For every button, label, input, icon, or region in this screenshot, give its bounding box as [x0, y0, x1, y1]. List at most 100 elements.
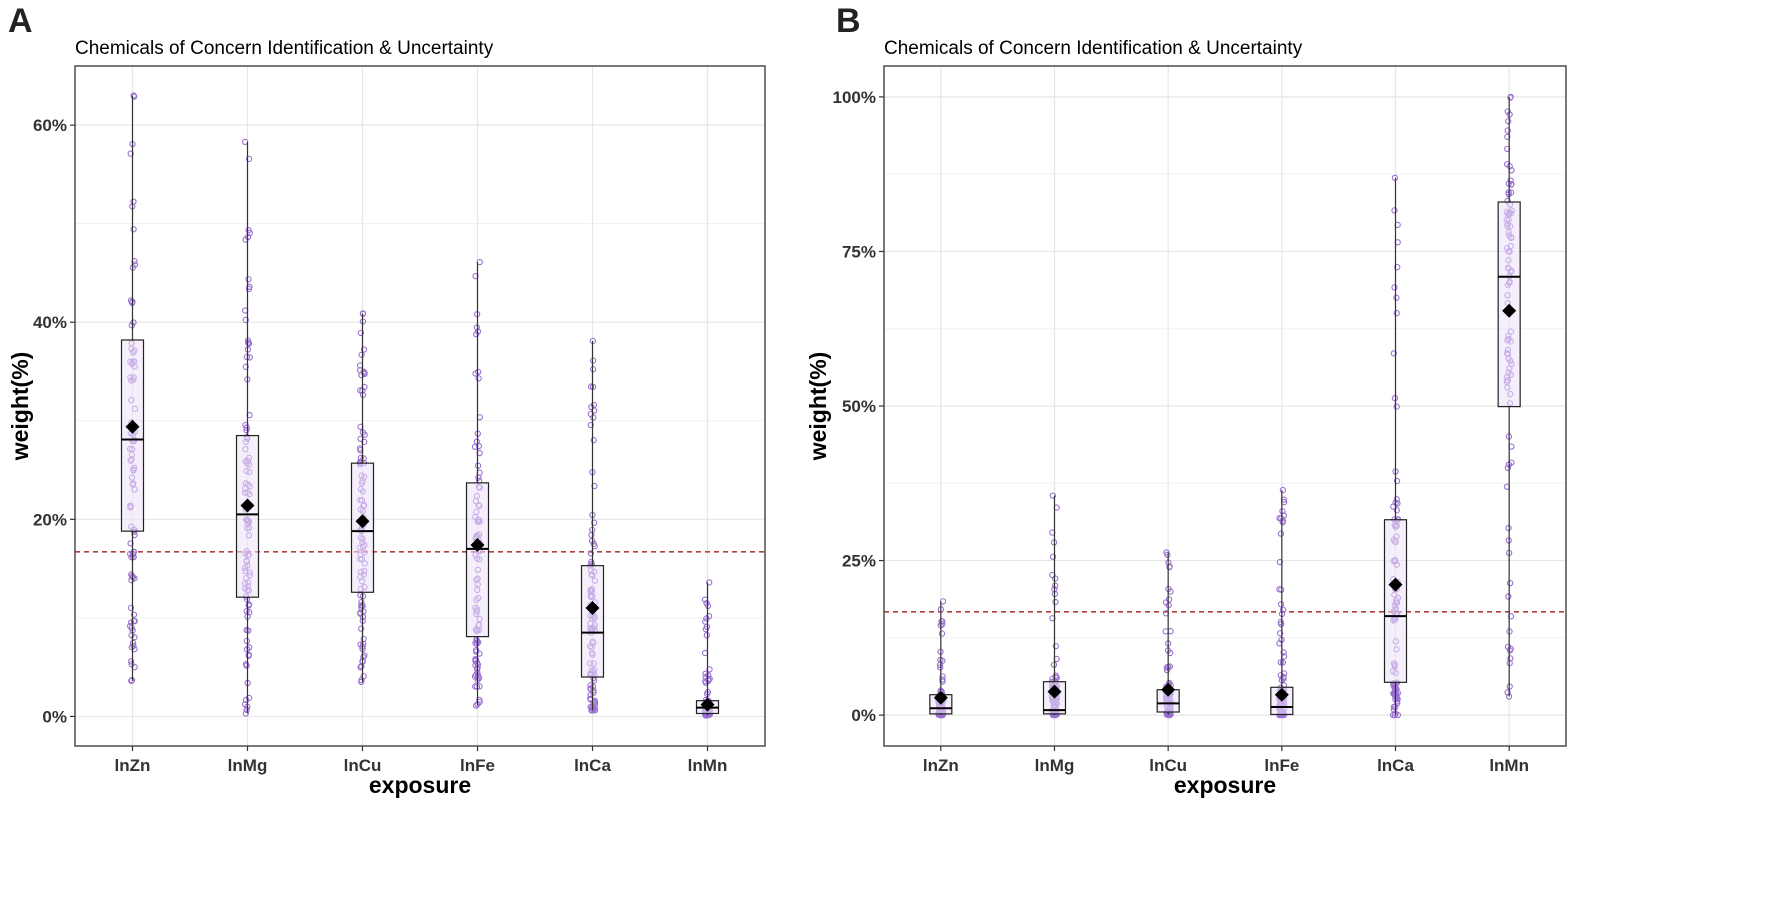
panel-a-data-point [245, 339, 252, 346]
panel-a-iqr-box [580, 565, 605, 678]
panel-b-data-point [1507, 613, 1515, 620]
panel-b-x-tick-label: lnMg [1035, 756, 1075, 775]
panel-b-mean-marker [1047, 684, 1062, 699]
panel-a-data-point [128, 322, 135, 329]
panel-a-data-point [243, 637, 251, 645]
panel-b-data-point [1393, 294, 1400, 301]
panel-a-data-point [245, 155, 253, 163]
panel-a-data-point [475, 474, 482, 481]
panel-a-data-point [702, 679, 710, 686]
panel-a-x-axis: lnZn lnMg lnCu lnFe lnCa lnMn [115, 746, 728, 775]
panel-a-data-point [358, 351, 365, 358]
panel-a-data-point [360, 635, 367, 642]
panel-a-data-point [127, 540, 134, 547]
panel-b-mean-marker [1161, 682, 1176, 697]
panel-a-data-point [128, 677, 135, 685]
panel-a-data-point [243, 662, 250, 669]
panel-a-data-point [472, 272, 479, 280]
panel-a-y-tick-label: 40% [33, 313, 67, 332]
panel-a-data-point [476, 650, 483, 657]
panel-a-box-lnCa [580, 340, 605, 711]
panel-a-data-point [475, 639, 482, 646]
panel-a-x-tick-label: lnMn [688, 756, 728, 775]
panel-a-iqr-box [235, 434, 260, 598]
panel-a-box-lnZn [120, 95, 145, 681]
panel-b-data-point [1393, 403, 1400, 410]
panel-a-data-point [473, 438, 480, 445]
panel-a-iqr-box [465, 482, 490, 638]
panel-b-data-point [1504, 133, 1511, 141]
panel-a-x-axis-title: exposure [369, 772, 471, 798]
panel-a-mean-marker [355, 514, 370, 529]
panel-a-data-point [473, 331, 480, 338]
panel-a-data-point [703, 632, 710, 639]
panel-b-letter: B [836, 2, 861, 40]
panel-b-box-lnZn [929, 601, 953, 716]
panel-b-data-point [938, 618, 945, 625]
panel-a-data-point [358, 663, 365, 670]
panel-b-data-point [1394, 500, 1401, 507]
panel-a-data-point [589, 366, 597, 373]
panel-a-data-point [128, 554, 135, 561]
panel-a-data-point [360, 346, 368, 353]
panel-b-data-point [1393, 496, 1400, 503]
panel-a-x-tick-label: lnCa [574, 756, 611, 775]
panel-b-x-tick-label: lnCa [1377, 756, 1414, 775]
panel-b-data-point [1507, 655, 1514, 662]
panel-a-data-point [130, 611, 138, 618]
panel-a-data-point [128, 624, 135, 632]
panel-a-data-point [360, 455, 367, 462]
panel-b-data-point [1507, 645, 1514, 652]
panel-a-data-point [245, 276, 252, 283]
panel-a-data-point [130, 226, 137, 233]
panel-a-data-point [131, 258, 138, 265]
panel-a-box-lnFe [465, 262, 490, 706]
panel-a-data-point [357, 329, 365, 336]
panel-b-box-lnFe [1270, 490, 1294, 716]
panel-b-data-point [1506, 579, 1514, 587]
panel-b-data-point [1393, 309, 1400, 317]
panel-b-data-point [1390, 350, 1397, 357]
panel-b-data-point [1505, 524, 1512, 532]
panel-b-data-point [1391, 685, 1398, 692]
panel-a-box-lnMg [235, 141, 260, 714]
panel-a-y-tick-label: 60% [33, 116, 67, 135]
panel-a-y-axis: 0% 20% 40% 60% [33, 116, 75, 726]
panel-b-data-point [1052, 598, 1059, 606]
panel-a-data-point [587, 421, 594, 429]
panel-a-x-tick-label: lnCu [344, 756, 382, 775]
panel-a-data-point [242, 316, 249, 324]
panel-b-data-point [1504, 689, 1511, 696]
panel-a-iqr-box [120, 339, 145, 532]
panel-a-data-point [473, 648, 480, 655]
panel-a-data-point [245, 652, 252, 659]
panel-a-data-point [130, 198, 137, 205]
panel-b-data-point [1052, 582, 1059, 589]
panel-b-y-tick-label: 0% [851, 706, 876, 725]
panel-a-data-point [243, 353, 251, 361]
panel-b-data-point [1393, 694, 1400, 701]
panel-a-data-point [591, 482, 598, 490]
panel-b-data-point [938, 630, 946, 637]
panel-a-data-point [360, 653, 367, 661]
panel-a-data-point [587, 550, 595, 557]
panel-a-data-point [128, 571, 135, 578]
panel-a-mean-marker [470, 537, 485, 552]
panel-a-data-point [475, 368, 482, 376]
panel-b-box-lnMn [1497, 96, 1521, 697]
panel-b-data-point [1393, 477, 1401, 485]
panel-b-data-point [1391, 284, 1398, 291]
panel-a-data-point [242, 363, 249, 370]
panel-a-data-point [590, 689, 597, 696]
panel-a-data-point [472, 656, 480, 664]
panel-b-data-point [1280, 675, 1287, 682]
panel-a-plot-border [74, 65, 766, 747]
panel-a-data-point [701, 649, 709, 657]
panel-a-data-point [357, 435, 364, 442]
panel-a-x-tick-label: lnZn [115, 756, 151, 775]
panel-b-title: Chemicals of Concern Identification & Un… [884, 38, 1303, 59]
panel-b-data-point [936, 661, 944, 669]
panel-a-data-point [703, 615, 710, 622]
panel-a-data-point [245, 627, 252, 634]
panel-a-data-point [706, 579, 713, 586]
